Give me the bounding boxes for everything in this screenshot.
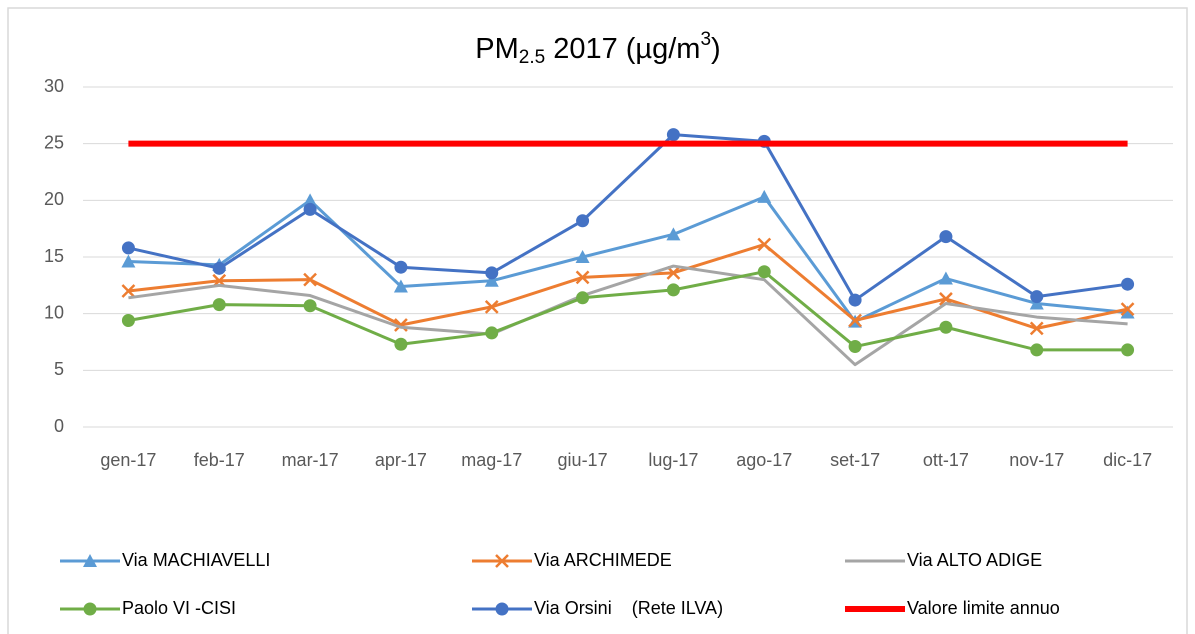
legend-label: Valore limite annuo — [907, 598, 1060, 618]
point — [212, 261, 226, 275]
point — [121, 254, 136, 268]
point — [1121, 343, 1135, 357]
x-tick-label: lug-17 — [648, 450, 698, 470]
point — [83, 602, 97, 616]
point — [484, 299, 499, 314]
series-line — [128, 243, 1128, 330]
series-line — [128, 195, 1128, 324]
y-tick-label: 15 — [44, 246, 64, 266]
point — [939, 320, 953, 334]
y-tick-label: 5 — [54, 359, 64, 379]
point — [303, 299, 317, 313]
x-tick-label: nov-17 — [1009, 450, 1064, 470]
x-tick-label: gen-17 — [100, 450, 156, 470]
point — [848, 340, 862, 354]
point — [576, 291, 590, 305]
point — [1121, 277, 1135, 291]
x-tick-label: ott-17 — [923, 450, 969, 470]
point — [121, 284, 136, 298]
y-tick-label: 10 — [44, 302, 64, 322]
point — [393, 279, 408, 293]
y-tick-label: 20 — [44, 189, 64, 209]
title-text: ) — [711, 33, 721, 65]
point — [1030, 290, 1044, 304]
y-tick-label: 30 — [44, 76, 64, 96]
x-tick-label: giu-17 — [558, 450, 608, 470]
chart-title: PM2.5 2017 (µg/m3) — [475, 29, 720, 68]
chart-frame — [7, 7, 1188, 634]
point — [1030, 343, 1044, 357]
point — [1029, 321, 1044, 336]
point — [495, 602, 509, 616]
x-tick-label: apr-17 — [375, 450, 427, 470]
point — [576, 214, 590, 228]
title-text: 2017 (µg/m — [553, 33, 700, 65]
point — [303, 193, 318, 207]
x-tick-label: set-17 — [830, 450, 880, 470]
point — [121, 241, 135, 255]
grid: 0 5 10 15 20 25 30 gen-17 feb-17 mar-17 apr-17 mag-… — [44, 76, 1173, 470]
title-text: PM — [475, 33, 519, 65]
legend-label: Via MACHIAVELLI — [122, 550, 270, 570]
series-line — [128, 264, 1128, 367]
x-tick-label: dic-17 — [1103, 450, 1152, 470]
point — [212, 298, 226, 312]
point — [394, 337, 408, 351]
point — [121, 313, 135, 327]
plot — [121, 128, 1135, 367]
point — [848, 313, 862, 328]
x-tick-label: feb-17 — [194, 450, 245, 470]
point — [848, 293, 862, 307]
point — [757, 189, 772, 203]
x-tick-label: mag-17 — [461, 450, 522, 470]
legend-label: Via ARCHIMEDE — [534, 550, 672, 570]
series-line — [128, 133, 1128, 302]
point — [575, 270, 590, 285]
point — [484, 273, 499, 287]
point — [303, 272, 317, 287]
y-tick-label: 25 — [44, 132, 64, 152]
series-line — [128, 270, 1128, 352]
point — [485, 266, 499, 280]
point — [394, 260, 408, 274]
point — [485, 326, 499, 340]
point — [938, 271, 953, 285]
legend-label: Via ALTO ADIGE — [907, 550, 1042, 570]
point — [1120, 302, 1135, 317]
point — [666, 283, 680, 297]
title-superscript: 3 — [700, 29, 711, 50]
legend: Via MACHIAVELLI Via ARCHIMEDE Via ALTO ADI… — [60, 550, 1060, 618]
point — [666, 128, 680, 142]
point — [575, 250, 590, 263]
legend-label: Via Orsini (Rete ILVA) — [534, 598, 723, 618]
point — [495, 554, 509, 568]
x-tick-label: mar-17 — [282, 450, 339, 470]
x-tick-label: ago-17 — [736, 450, 792, 470]
point — [757, 237, 772, 252]
point — [666, 227, 681, 241]
point — [757, 265, 771, 279]
legend-label: Paolo VI -CISI — [122, 598, 236, 618]
point — [1120, 305, 1135, 319]
point — [303, 202, 317, 216]
y-tick-label: 0 — [54, 416, 64, 436]
title-subscript: 2.5 — [519, 47, 545, 68]
point — [83, 554, 97, 567]
point — [939, 230, 953, 244]
